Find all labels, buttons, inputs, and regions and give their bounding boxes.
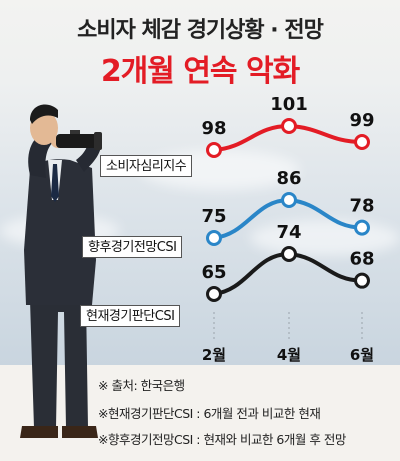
businessman-binoculars-illustration xyxy=(20,104,102,438)
source-note: ※ 출처: 한국은행 xyxy=(98,378,185,393)
chart-subtitle: 2개월 연속 악화 xyxy=(100,54,300,89)
data-label: 74 xyxy=(276,222,301,243)
plot-lines xyxy=(212,123,364,296)
x-tick-label: 6월 xyxy=(350,346,374,364)
data-label: 86 xyxy=(276,168,301,189)
x-tick-label: 2월 xyxy=(202,346,226,364)
data-label: 75 xyxy=(201,206,226,227)
cloud xyxy=(250,220,400,256)
x-tick-labels: 2월 4월 6월 xyxy=(202,346,374,364)
series-label-current: 현재경기판단CSI xyxy=(80,305,181,327)
data-point xyxy=(354,134,370,150)
outlook-csi-note: ※향후경기전망CSI : 현재와 비교한 6개월 후 전망 xyxy=(98,432,346,447)
data-label: 101 xyxy=(270,94,308,115)
data-point xyxy=(354,219,370,236)
data-point xyxy=(281,246,297,262)
data-label: 68 xyxy=(349,249,374,270)
data-label: 78 xyxy=(349,196,374,217)
data-point xyxy=(206,286,222,302)
series-label-outlook: 향후경기전망CSI xyxy=(82,236,183,258)
data-point xyxy=(281,118,297,134)
chart-title: 소비자 체감 경기상황 · 전망 xyxy=(77,18,324,43)
value-labels: 98 101 99 75 86 78 65 74 68 xyxy=(201,94,374,283)
plot-points xyxy=(206,118,370,302)
data-point xyxy=(206,142,222,158)
data-point xyxy=(281,192,297,208)
data-label: 65 xyxy=(201,262,226,283)
series-label-consumer: 소비자심리지수 xyxy=(100,155,193,177)
x-axis xyxy=(213,312,363,342)
data-point xyxy=(354,272,370,289)
x-tick-label: 4월 xyxy=(277,346,301,364)
data-point xyxy=(206,230,222,246)
data-label: 98 xyxy=(201,118,226,139)
data-label: 99 xyxy=(349,110,374,131)
current-csi-note: ※현재경기판단CSI : 6개월 전과 비교한 현재 xyxy=(98,406,321,421)
